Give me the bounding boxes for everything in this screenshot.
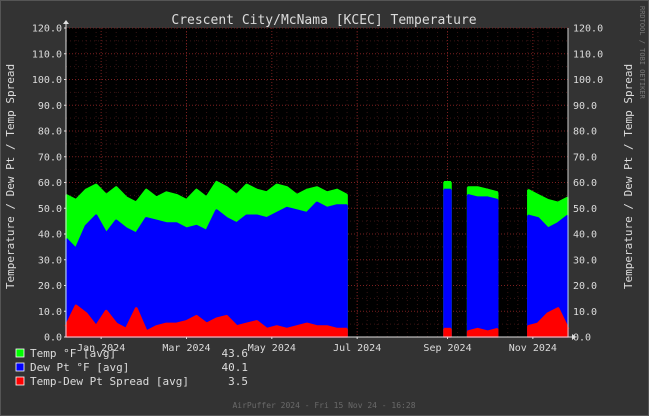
y-tick-label-left: 60.0 bbox=[38, 178, 62, 189]
legend-label-1: Temp °F [avg] bbox=[30, 347, 116, 360]
y-tick-label-left: 40.0 bbox=[38, 230, 62, 241]
series-line-2 bbox=[527, 214, 569, 231]
series-area-2 bbox=[443, 189, 452, 338]
legend-swatch-1 bbox=[15, 348, 25, 358]
y-axis-label-left: Temperature / Dew Pt / Temp Spread bbox=[4, 64, 17, 289]
y-tick-label-left: 80.0 bbox=[38, 127, 62, 138]
y-tick-label-right: 80.0 bbox=[573, 127, 597, 138]
axes bbox=[63, 20, 576, 340]
legend-label-3: Temp-Dew Pt Spread [avg] bbox=[30, 375, 189, 388]
y-axis-arrow bbox=[63, 20, 69, 24]
y-tick-label-right: 0.0 bbox=[573, 333, 591, 344]
y-tick-label-right: 70.0 bbox=[573, 152, 597, 163]
series-line-1 bbox=[527, 188, 569, 205]
series-line-3 bbox=[527, 307, 570, 330]
legend-value-2: 40.1 bbox=[222, 361, 249, 374]
y-axis-right-ticks: 0.0 10.0 20.0 30.0 40.0 50.0 60.0 70.0 80.0 90.0 1… bbox=[573, 24, 603, 344]
legend-value-3: 3.5 bbox=[228, 375, 248, 388]
series-line-3 bbox=[64, 304, 348, 334]
x-tick-label: Jul 2024 bbox=[333, 343, 381, 354]
footer-text: AirPuffer 2024 - Fri 15 Nov 24 - 16:28 bbox=[232, 401, 415, 410]
series-layer bbox=[64, 181, 570, 338]
y-axis-label-right: Temperature / Dew Pt / Temp Spread bbox=[622, 64, 635, 289]
legend: Temp °F [avg] 43.6 Dew Pt °F [avg] 40.1 Temp… bbox=[15, 347, 249, 388]
legend-swatch-2 bbox=[15, 362, 25, 372]
y-tick-label-left: 90.0 bbox=[38, 101, 62, 112]
rrdtool-watermark: RRDTOOL / TOBI OETIKER bbox=[638, 6, 646, 100]
y-tick-label-right: 30.0 bbox=[573, 255, 597, 266]
y-tick-label-left: 0.0 bbox=[44, 333, 62, 344]
y-tick-label-left: 70.0 bbox=[38, 152, 62, 163]
y-tick-label-right: 20.0 bbox=[573, 281, 597, 292]
x-tick-label: Nov 2024 bbox=[509, 343, 557, 354]
y-tick-label-right: 100.0 bbox=[573, 75, 603, 86]
x-tick-label: Mar 2024 bbox=[162, 343, 210, 354]
series-area-2 bbox=[466, 194, 499, 338]
series-line-1 bbox=[65, 181, 348, 205]
y-axis-left-ticks: 0.0 10.0 20.0 30.0 40.0 50.0 60.0 70.0 80.0 90.0 1… bbox=[32, 24, 66, 344]
y-tick-label-right: 60.0 bbox=[573, 178, 597, 189]
y-tick-label-right: 40.0 bbox=[573, 230, 597, 241]
x-axis-arrow bbox=[572, 334, 576, 340]
x-tick-label: Jan 2024 bbox=[77, 343, 125, 354]
legend-value-1: 43.6 bbox=[222, 347, 249, 360]
grid-lines bbox=[65, 27, 569, 338]
legend-label-2: Dew Pt °F [avg] bbox=[30, 361, 129, 374]
x-axis-ticks: Jan 2024 Mar 2024 May 2024 Jul 2024 Sep 2024… bbox=[77, 337, 557, 354]
y-tick-label-left: 120.0 bbox=[32, 24, 62, 35]
y-tick-label-right: 10.0 bbox=[573, 307, 597, 318]
y-tick-label-left: 110.0 bbox=[32, 49, 62, 60]
y-tick-label-right: 110.0 bbox=[573, 49, 603, 60]
series-line-1 bbox=[467, 186, 499, 195]
y-tick-label-right: 50.0 bbox=[573, 204, 597, 215]
y-tick-label-left: 100.0 bbox=[32, 75, 62, 86]
y-tick-label-left: 50.0 bbox=[38, 204, 62, 215]
series-line-2 bbox=[467, 193, 499, 202]
series-line-2 bbox=[64, 201, 348, 251]
chart-title: Crescent City/McNama [KCEC] Temperature bbox=[171, 13, 476, 28]
legend-swatch-3 bbox=[15, 376, 25, 386]
y-tick-label-left: 20.0 bbox=[38, 281, 62, 292]
y-tick-label-right: 120.0 bbox=[573, 24, 603, 35]
series-line-3 bbox=[467, 327, 499, 334]
x-tick-label: Sep 2024 bbox=[423, 343, 471, 354]
y-tick-label-right: 90.0 bbox=[573, 101, 597, 112]
y-tick-label-left: 10.0 bbox=[38, 307, 62, 318]
x-tick-label: May 2024 bbox=[248, 343, 296, 354]
y-tick-label-left: 30.0 bbox=[38, 255, 62, 266]
